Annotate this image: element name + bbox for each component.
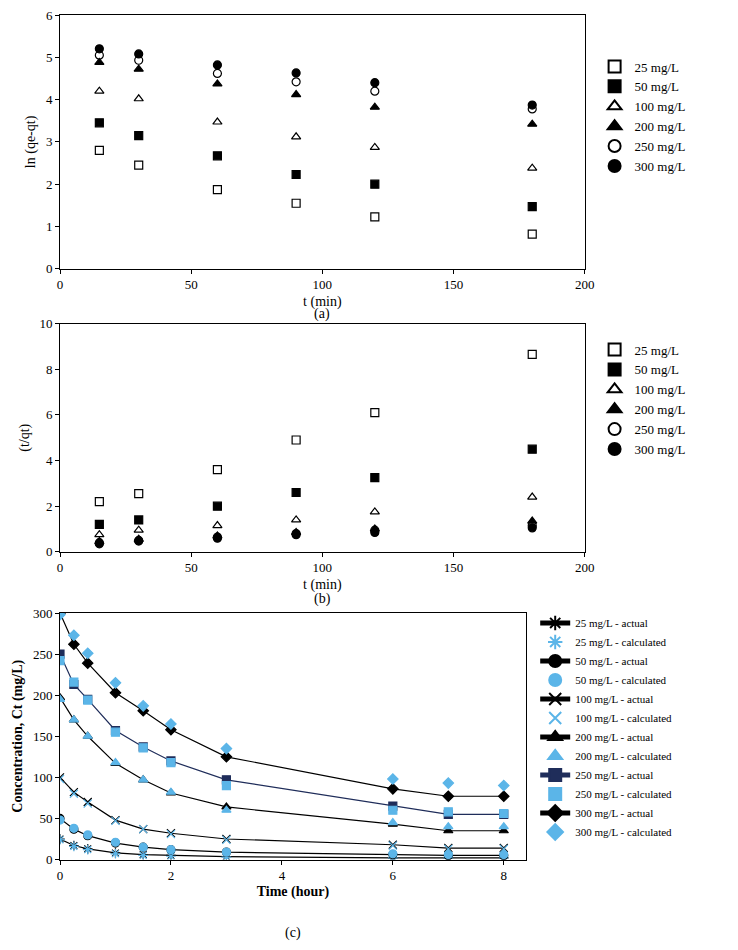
svg-text:100: 100 — [313, 277, 333, 292]
svg-text:6: 6 — [46, 407, 53, 422]
svg-text:8: 8 — [501, 868, 508, 883]
svg-text:250 mg/L: 250 mg/L — [635, 422, 686, 437]
svg-text:4: 4 — [46, 453, 53, 468]
svg-text:200 mg/L - calculated: 200 mg/L - calculated — [575, 750, 672, 762]
svg-text:Concentration, Ct (mg/L): Concentration, Ct (mg/L) — [11, 660, 27, 813]
svg-text:200: 200 — [575, 560, 595, 575]
svg-text:(c): (c) — [285, 925, 301, 941]
svg-text:50: 50 — [185, 560, 198, 575]
svg-text:t (min): t (min) — [303, 577, 342, 593]
svg-text:2: 2 — [168, 868, 175, 883]
svg-text:100 mg/L: 100 mg/L — [635, 382, 686, 397]
svg-text:100 mg/L - actual: 100 mg/L - actual — [575, 693, 653, 705]
svg-text:200 mg/L - actual: 200 mg/L - actual — [575, 731, 653, 743]
svg-text:200: 200 — [575, 277, 595, 292]
svg-text:2: 2 — [46, 177, 53, 192]
svg-text:Time (hour): Time (hour) — [257, 884, 330, 900]
svg-text:150: 150 — [444, 560, 464, 575]
svg-text:4: 4 — [279, 868, 286, 883]
svg-text:1: 1 — [46, 219, 53, 234]
svg-text:0: 0 — [57, 560, 64, 575]
svg-text:(b): (b) — [314, 591, 331, 607]
svg-text:100: 100 — [33, 770, 53, 785]
svg-text:0: 0 — [57, 868, 64, 883]
svg-text:300 mg/L - actual: 300 mg/L - actual — [575, 807, 653, 819]
svg-text:3: 3 — [46, 134, 53, 149]
svg-text:0: 0 — [46, 261, 53, 276]
svg-text:25 mg/L - calculated: 25 mg/L - calculated — [575, 636, 666, 648]
svg-text:6: 6 — [390, 868, 397, 883]
svg-text:100 mg/L: 100 mg/L — [635, 99, 686, 114]
svg-text:50 mg/L: 50 mg/L — [635, 362, 679, 377]
svg-text:150: 150 — [444, 277, 464, 292]
svg-text:(t/qt): (t/qt) — [17, 423, 33, 451]
svg-text:150: 150 — [33, 729, 53, 744]
svg-text:4: 4 — [46, 92, 53, 107]
svg-text:250 mg/L - calculated: 250 mg/L - calculated — [575, 788, 672, 800]
svg-text:0: 0 — [57, 277, 64, 292]
svg-text:200 mg/L: 200 mg/L — [635, 402, 686, 417]
svg-text:250: 250 — [33, 647, 53, 662]
svg-text:200: 200 — [33, 688, 53, 703]
svg-text:300 mg/L - calculated: 300 mg/L - calculated — [575, 826, 672, 838]
svg-text:50 mg/L: 50 mg/L — [635, 79, 679, 94]
svg-text:50: 50 — [39, 811, 52, 826]
svg-text:300 mg/L: 300 mg/L — [635, 159, 686, 174]
svg-text:8: 8 — [46, 362, 53, 377]
svg-text:(a): (a) — [314, 306, 330, 322]
svg-text:0: 0 — [46, 544, 53, 559]
svg-text:5: 5 — [46, 50, 53, 65]
svg-text:t (min): t (min) — [303, 294, 342, 310]
svg-text:300 mg/L: 300 mg/L — [635, 442, 686, 457]
svg-text:250 mg/L - actual: 250 mg/L - actual — [575, 769, 653, 781]
svg-text:50: 50 — [185, 277, 198, 292]
svg-text:ln (qe-qt): ln (qe-qt) — [24, 115, 40, 168]
svg-text:25 mg/L - actual: 25 mg/L - actual — [575, 617, 648, 629]
svg-text:10: 10 — [39, 316, 52, 331]
svg-text:25 mg/L: 25 mg/L — [635, 343, 679, 358]
svg-text:250 mg/L: 250 mg/L — [635, 139, 686, 154]
svg-text:25 mg/L: 25 mg/L — [635, 60, 679, 75]
svg-text:2: 2 — [46, 499, 53, 514]
svg-text:0: 0 — [46, 852, 53, 867]
svg-text:6: 6 — [46, 8, 53, 23]
svg-text:50 mg/L - calculated: 50 mg/L - calculated — [575, 674, 666, 686]
svg-text:100 mg/L - calculated: 100 mg/L - calculated — [575, 712, 672, 724]
svg-text:200 mg/L: 200 mg/L — [635, 119, 686, 134]
svg-text:300: 300 — [33, 606, 53, 621]
svg-text:100: 100 — [313, 560, 333, 575]
svg-text:50 mg/L - actual: 50 mg/L - actual — [575, 655, 648, 667]
